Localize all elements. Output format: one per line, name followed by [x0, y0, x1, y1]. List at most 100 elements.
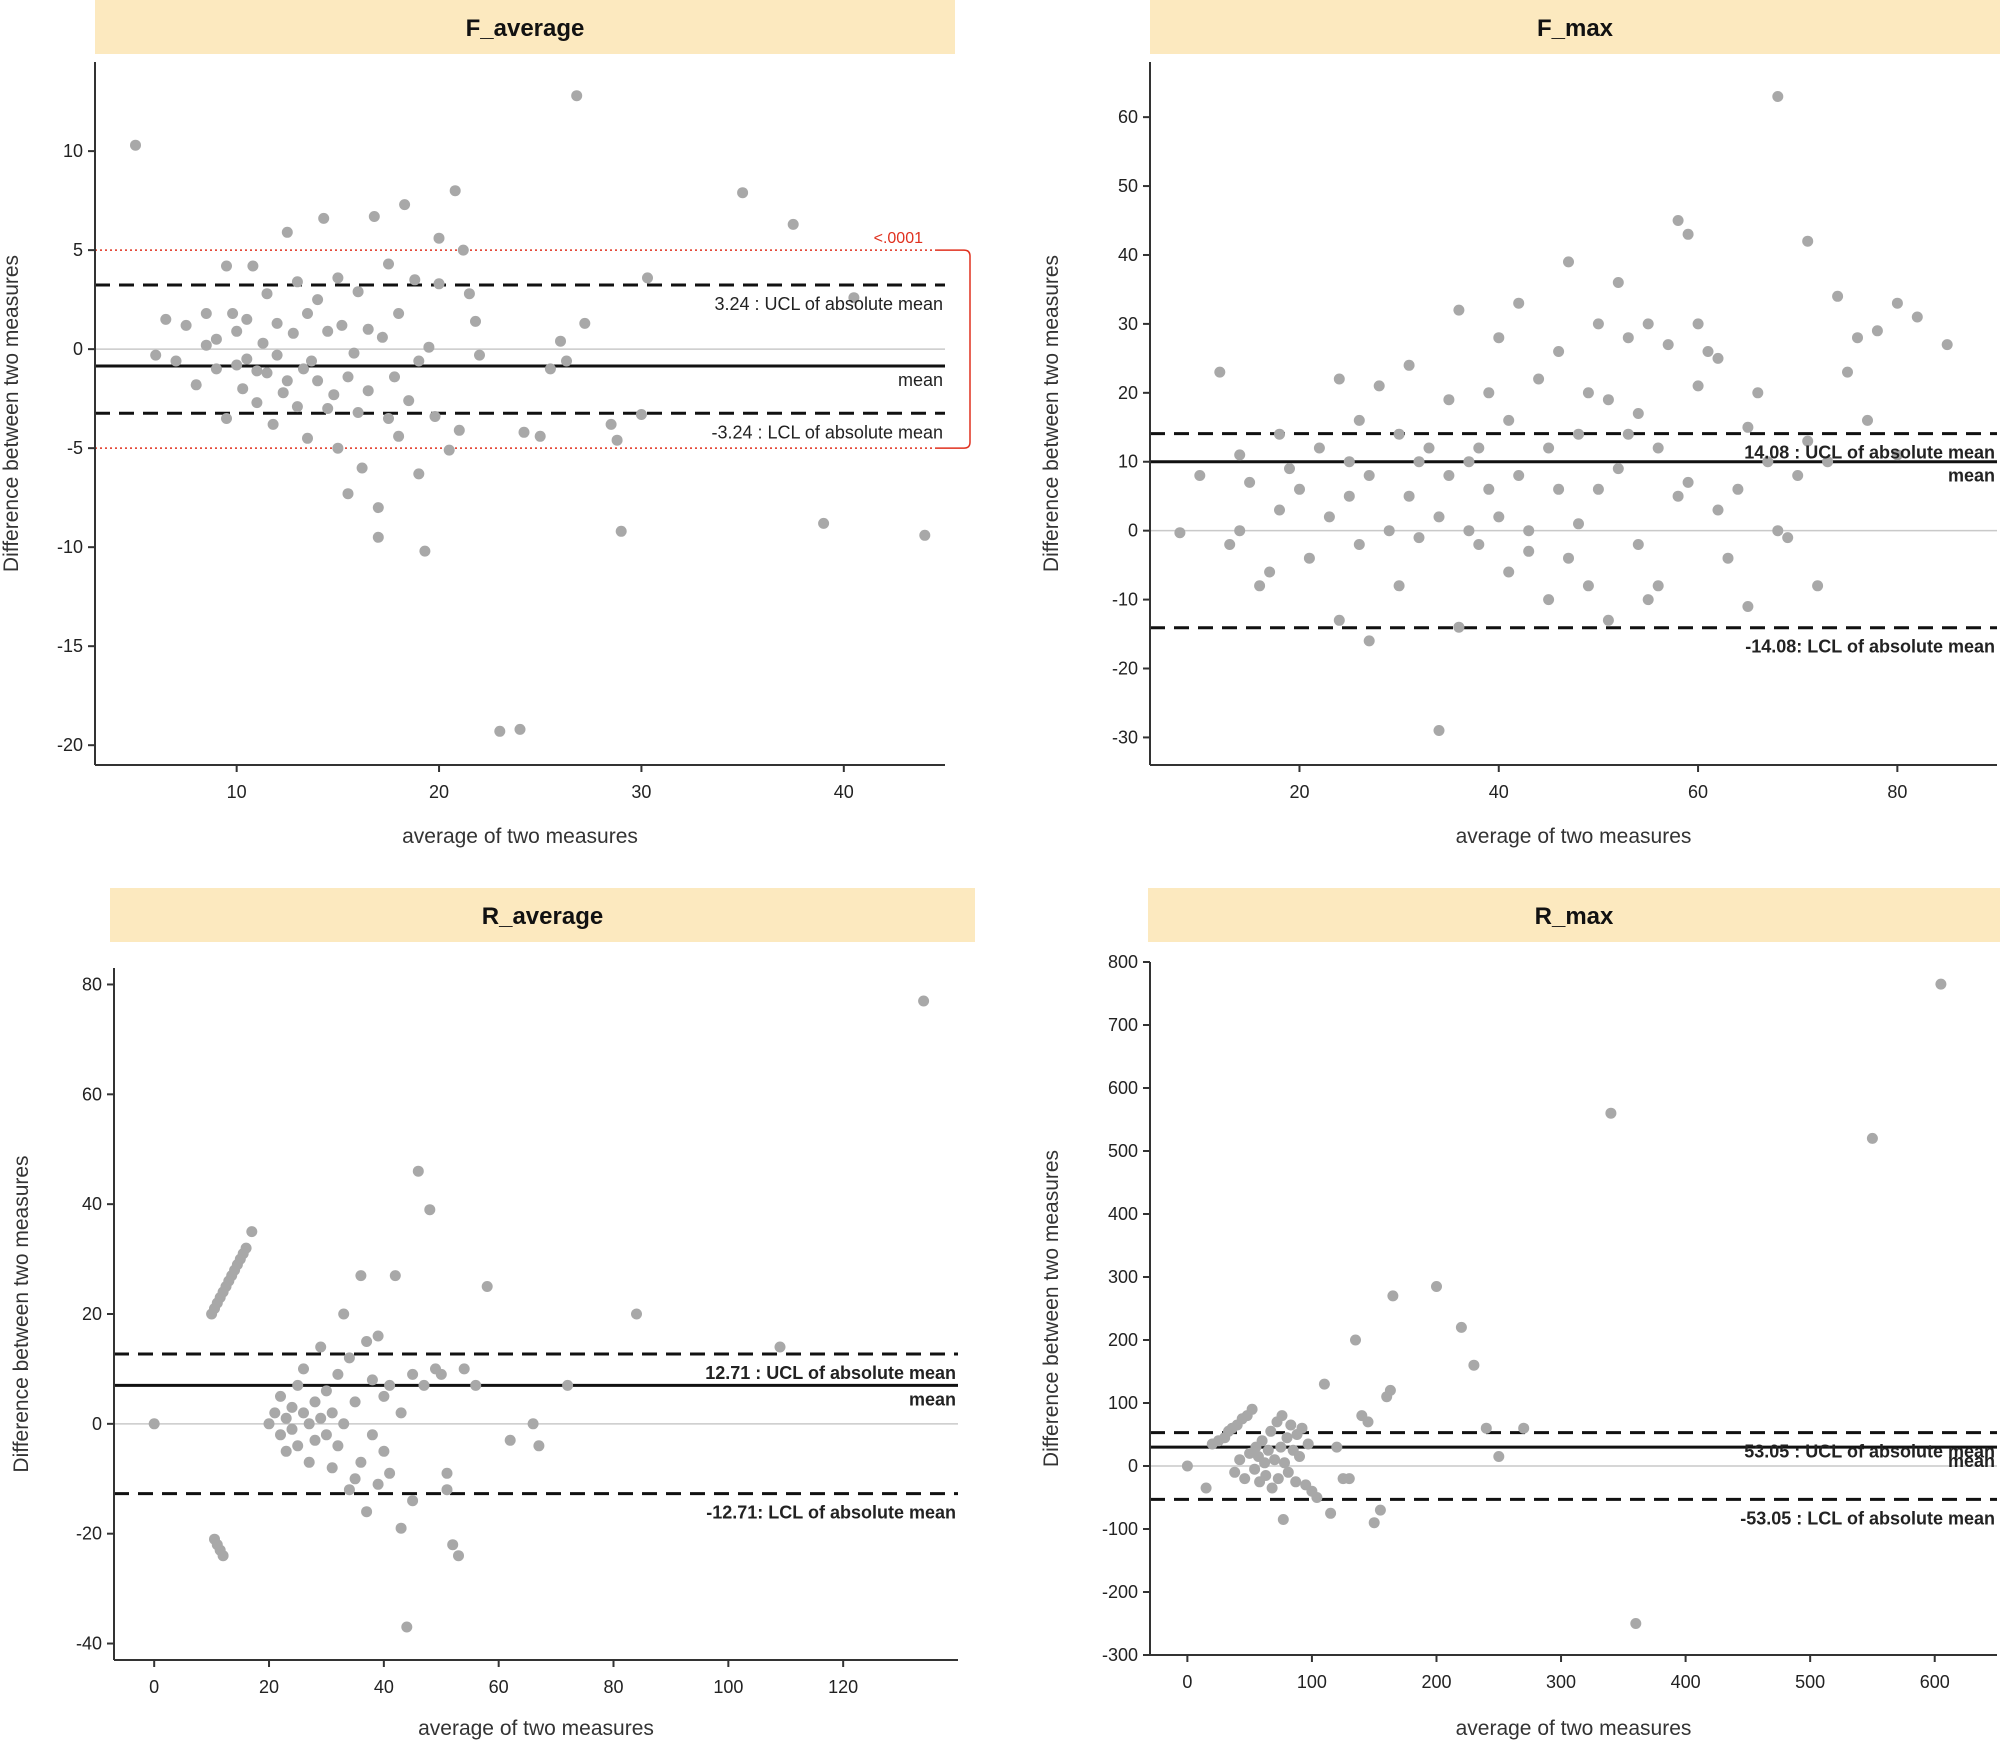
data-point	[281, 226, 293, 238]
y-tick-label: 5	[73, 240, 83, 260]
data-point	[217, 1550, 229, 1562]
data-point	[366, 1429, 378, 1441]
data-point	[292, 1379, 304, 1391]
data-point	[403, 395, 415, 407]
data-point	[389, 371, 400, 383]
data-point	[1194, 470, 1206, 481]
data-point	[277, 387, 289, 399]
data-point	[1279, 1457, 1290, 1469]
data-point	[1343, 490, 1355, 502]
data-point	[1214, 366, 1226, 378]
data-point	[1403, 359, 1415, 371]
data-point	[1384, 1384, 1396, 1396]
data-point	[1313, 442, 1325, 454]
data-point	[384, 1467, 396, 1479]
data-point	[1782, 532, 1794, 544]
data-point	[1941, 339, 1953, 351]
data-point	[441, 1467, 453, 1479]
mean-label: mean	[909, 1389, 956, 1409]
data-point	[302, 308, 313, 319]
data-point	[1612, 277, 1624, 288]
chart-title-bar	[1148, 888, 2000, 942]
data-point	[378, 1390, 390, 1402]
data-point	[275, 1429, 286, 1441]
data-point	[291, 401, 303, 413]
data-point	[1622, 332, 1634, 344]
data-point	[292, 1440, 304, 1452]
data-point	[356, 462, 368, 474]
data-point	[318, 212, 330, 224]
x-tick-label: 60	[1688, 782, 1708, 802]
data-point	[1282, 1466, 1294, 1478]
data-point	[1503, 414, 1515, 426]
data-point	[1303, 552, 1315, 564]
data-point	[1732, 483, 1744, 495]
data-point	[352, 286, 364, 298]
data-point	[1453, 621, 1465, 633]
data-point	[1363, 635, 1375, 647]
data-point	[1224, 539, 1236, 550]
data-point	[309, 1434, 321, 1446]
data-point	[818, 517, 830, 529]
data-point	[579, 317, 591, 329]
x-tick-label: 100	[713, 1677, 743, 1697]
data-point	[1772, 525, 1784, 537]
data-point	[1602, 614, 1614, 626]
data-point	[251, 365, 263, 377]
data-point	[1302, 1438, 1314, 1450]
data-point	[395, 1407, 407, 1419]
x-tick-label: 40	[1489, 782, 1509, 802]
data-point	[1543, 442, 1555, 454]
data-point	[1712, 352, 1724, 364]
data-point	[200, 308, 212, 319]
data-point	[1712, 504, 1724, 516]
lcl-label: -14.08: LCL of absolute mean	[1745, 637, 1995, 657]
data-point	[221, 413, 232, 424]
y-tick-label: 100	[1108, 1393, 1138, 1413]
data-point	[1256, 1435, 1268, 1447]
lcl-label: -53.05 : LCL of absolute mean	[1740, 1508, 1995, 1528]
data-point	[298, 1407, 309, 1419]
data-point	[447, 1539, 459, 1551]
data-point	[1331, 1441, 1343, 1453]
data-point	[435, 1368, 447, 1380]
data-point	[1742, 421, 1754, 433]
data-point	[1762, 456, 1774, 468]
data-point	[1433, 725, 1445, 736]
x-tick-label: 600	[1920, 1672, 1950, 1692]
data-point	[1642, 594, 1654, 606]
data-point	[1682, 476, 1694, 488]
data-point	[320, 1385, 332, 1397]
data-point	[1453, 304, 1465, 316]
data-point	[534, 430, 546, 442]
data-point	[1523, 525, 1535, 537]
data-point	[280, 1412, 292, 1424]
data-point	[1592, 483, 1604, 495]
data-point	[424, 1204, 436, 1216]
data-point	[315, 1341, 327, 1353]
data-point	[246, 1226, 258, 1238]
ucl-label: 14.08 : UCL of absolute mean	[1744, 443, 1995, 463]
data-point	[326, 1407, 338, 1419]
significance-label: <.0001	[874, 230, 923, 247]
data-point	[1802, 435, 1814, 447]
data-point	[1433, 511, 1445, 523]
data-point	[1582, 387, 1594, 399]
data-point	[1318, 1378, 1330, 1390]
data-point	[1493, 332, 1505, 344]
data-point	[413, 355, 425, 367]
data-point	[322, 325, 334, 337]
data-point	[611, 434, 623, 446]
y-tick-label: -20	[1112, 659, 1138, 679]
y-tick-label: -300	[1102, 1645, 1138, 1665]
data-point	[605, 418, 617, 430]
data-point	[1285, 1419, 1297, 1431]
data-point	[1413, 532, 1425, 544]
chart-title-bar	[95, 0, 955, 54]
data-point	[148, 1418, 160, 1430]
data-point	[1473, 539, 1485, 550]
x-tick-label: 40	[374, 1677, 394, 1697]
data-point	[342, 371, 354, 383]
data-point	[1333, 614, 1345, 626]
chart-title-bar	[110, 888, 975, 942]
